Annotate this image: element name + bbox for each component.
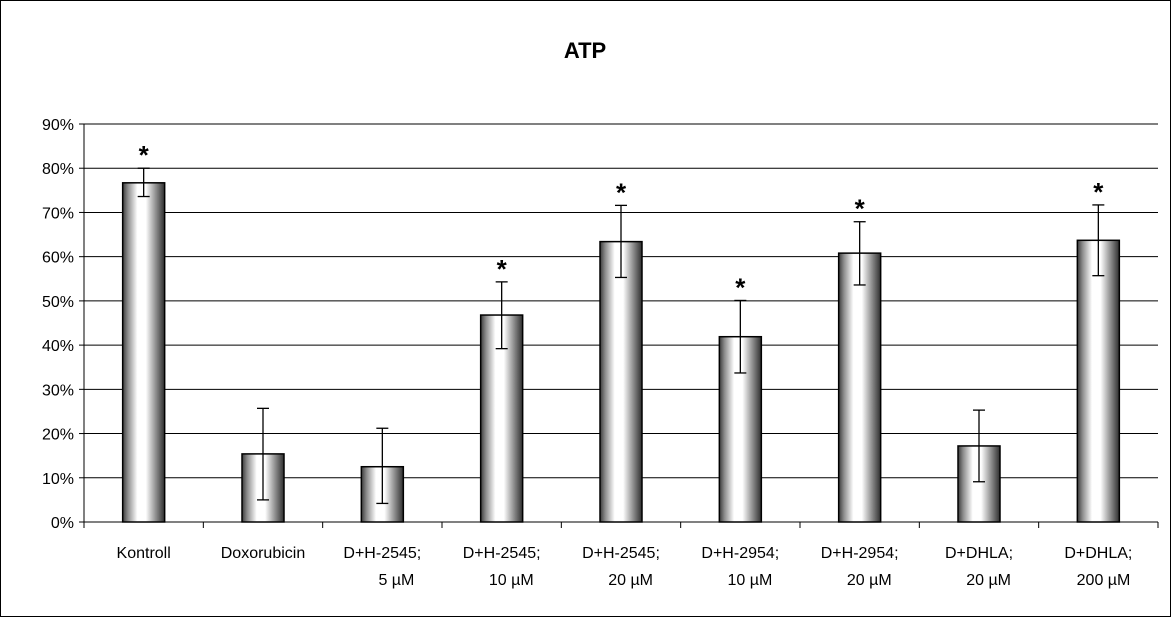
- x-category-label: D+DHLA;: [945, 545, 1013, 562]
- x-category-label: Kontroll: [117, 545, 171, 562]
- significance-marker: *: [497, 254, 508, 284]
- y-tick-label: 90%: [42, 117, 74, 134]
- x-category-label: D+H-2954;: [821, 545, 899, 562]
- x-category-label: D+H-2545;: [343, 545, 421, 562]
- x-category-label: D+H-2545;: [463, 545, 541, 562]
- chart-title: ATP: [564, 38, 606, 63]
- significance-marker: *: [139, 140, 150, 170]
- bar: [837, 252, 882, 523]
- y-tick-label: 10%: [42, 471, 74, 488]
- x-category-label: 10 µM: [489, 572, 534, 589]
- significance-marker: *: [616, 177, 627, 207]
- significance-marker: *: [735, 272, 746, 302]
- x-category-label: 20 µM: [966, 572, 1011, 589]
- x-category-label: D+H-2954;: [701, 545, 779, 562]
- labels: 0% 10% 20% 30% 40% 50% 60% 70% 80% 90% * Kontroll Do…: [42, 117, 1132, 589]
- x-category-label: 200 µM: [1077, 572, 1131, 589]
- significance-marker: *: [1093, 177, 1104, 207]
- bar: [599, 240, 643, 523]
- y-tick-label: 0%: [51, 515, 74, 532]
- bar: [1076, 239, 1121, 523]
- x-category-label: 20 µM: [847, 572, 892, 589]
- x-category-label: D+H-2545;: [582, 545, 660, 562]
- bars: [121, 167, 1121, 523]
- y-tick-label: 50%: [42, 294, 74, 311]
- x-category-label: 10 µM: [728, 572, 773, 589]
- y-tick-label: 80%: [42, 161, 74, 178]
- bar: [121, 182, 166, 523]
- y-tick-label: 20%: [42, 427, 74, 444]
- y-tick-label: 70%: [42, 205, 74, 222]
- x-category-label: 5 µM: [378, 572, 414, 589]
- y-tick-label: 40%: [42, 338, 74, 355]
- bar: [479, 314, 524, 523]
- x-category-label: Doxorubicin: [221, 545, 305, 562]
- significance-marker: *: [855, 194, 866, 224]
- y-tick-label: 60%: [42, 250, 74, 267]
- x-category-label: D+DHLA;: [1064, 545, 1132, 562]
- x-category-label: 20 µM: [608, 572, 653, 589]
- y-tick-label: 30%: [42, 382, 74, 399]
